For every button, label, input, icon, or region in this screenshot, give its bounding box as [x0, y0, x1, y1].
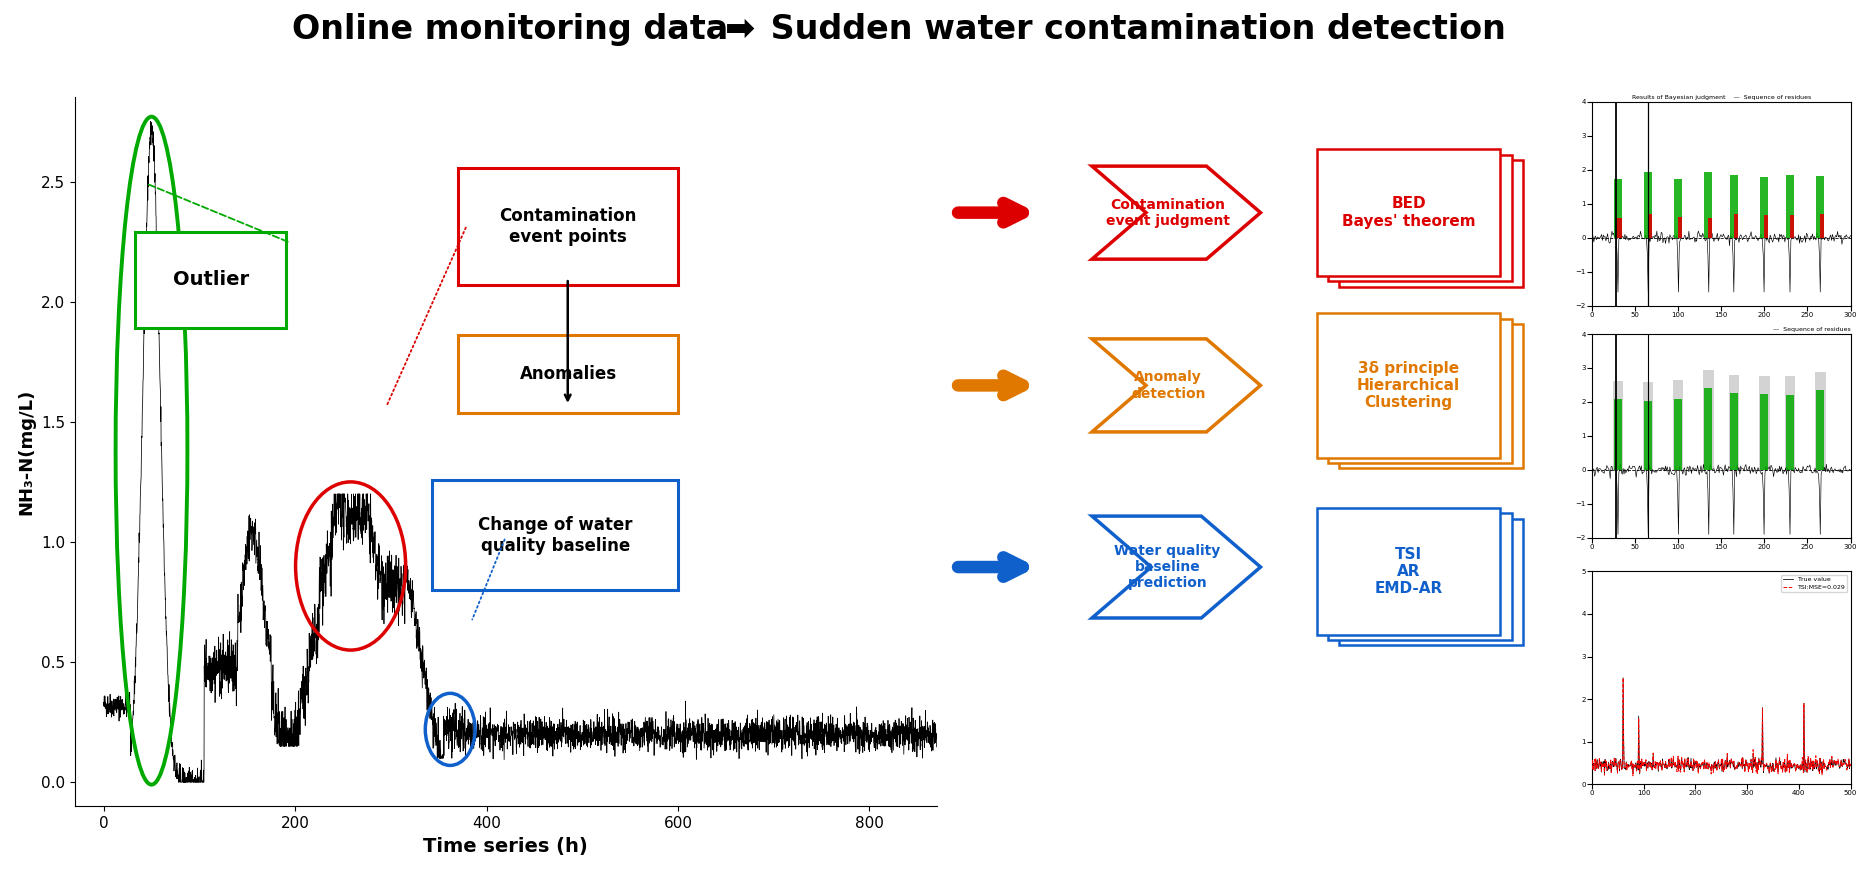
TSI:MSE=0.029 — [1706, 759, 1729, 770]
Bar — [1703, 369, 1714, 470]
Bar — [1648, 214, 1652, 237]
Bar — [1731, 175, 1738, 237]
Text: Outlier: Outlier — [172, 270, 249, 290]
Line: True value: True value — [1592, 678, 1851, 775]
Bar — [1615, 179, 1622, 237]
Bar — [1759, 376, 1770, 470]
Text: —  Sequence of residues: — Sequence of residues — [1772, 327, 1851, 332]
Bar — [1734, 214, 1738, 237]
FancyBboxPatch shape — [433, 480, 678, 590]
Bar — [1785, 376, 1796, 470]
Bar — [1674, 399, 1682, 470]
Bar — [1761, 394, 1768, 470]
True value — [1706, 759, 1729, 770]
Polygon shape — [1092, 516, 1261, 618]
FancyBboxPatch shape — [1339, 519, 1523, 645]
FancyBboxPatch shape — [1328, 319, 1512, 463]
Bar — [1731, 393, 1738, 470]
TSI:MSE=0.029 — [1736, 758, 1759, 768]
Text: 3δ principle
Hierarchical
Clustering: 3δ principle Hierarchical Clustering — [1356, 361, 1461, 410]
Bar — [1704, 388, 1712, 470]
Bar — [1613, 381, 1624, 470]
FancyBboxPatch shape — [1328, 514, 1512, 640]
Text: Contamination
event points: Contamination event points — [500, 207, 637, 246]
Bar — [1644, 172, 1652, 237]
Bar — [1817, 391, 1824, 470]
Bar — [1644, 400, 1652, 470]
Bar — [1764, 215, 1768, 237]
True value — [1834, 758, 1856, 768]
Polygon shape — [1092, 339, 1261, 432]
Y-axis label: NH₃-N(mg/L): NH₃-N(mg/L) — [17, 389, 36, 515]
TSI:MSE=0.029 — [1581, 764, 1603, 774]
Bar — [1815, 371, 1826, 470]
Bar — [1821, 214, 1824, 237]
FancyBboxPatch shape — [1317, 149, 1500, 276]
Bar — [1673, 380, 1684, 470]
Text: Sudden water contamination detection: Sudden water contamination detection — [759, 13, 1506, 46]
TSI:MSE=0.029 — [1839, 761, 1862, 772]
TSI:MSE=0.029 — [1721, 757, 1744, 767]
FancyBboxPatch shape — [1339, 160, 1523, 287]
Bar — [1618, 218, 1622, 237]
FancyBboxPatch shape — [1339, 324, 1523, 469]
Bar — [1704, 172, 1712, 237]
Bar — [1791, 215, 1794, 237]
Bar — [1761, 177, 1768, 237]
Bar — [1615, 400, 1622, 470]
Text: Contamination
event judgment: Contamination event judgment — [1107, 198, 1231, 228]
Text: Change of water
quality baseline: Change of water quality baseline — [478, 516, 633, 555]
Text: ➡: ➡ — [725, 13, 755, 47]
TSI:MSE=0.029 — [1834, 754, 1856, 765]
True value — [1613, 672, 1635, 683]
True value — [1721, 758, 1744, 769]
Polygon shape — [1092, 167, 1261, 259]
Text: BED
Bayes' theorem: BED Bayes' theorem — [1341, 197, 1476, 229]
True value — [1794, 766, 1817, 777]
FancyBboxPatch shape — [459, 168, 678, 285]
Text: Water quality
baseline
prediction: Water quality baseline prediction — [1114, 544, 1221, 590]
Legend: True value, TSI:MSE=0.029: True value, TSI:MSE=0.029 — [1781, 575, 1847, 592]
Text: Online monitoring data: Online monitoring data — [292, 13, 740, 46]
Bar — [1787, 394, 1794, 470]
X-axis label: Time series (h): Time series (h) — [423, 836, 588, 856]
TSI:MSE=0.029 — [1622, 771, 1644, 781]
Text: TSI
AR
EMD-AR: TSI AR EMD-AR — [1375, 547, 1442, 596]
FancyBboxPatch shape — [1328, 154, 1512, 282]
FancyBboxPatch shape — [1317, 509, 1500, 634]
Title: Results of Bayesian judgment    —  Sequence of residues: Results of Bayesian judgment — Sequence … — [1631, 95, 1811, 100]
Line: TSI:MSE=0.029: TSI:MSE=0.029 — [1592, 678, 1851, 776]
Bar — [1787, 175, 1794, 237]
True value — [1594, 770, 1616, 781]
Bar — [1817, 175, 1824, 237]
Bar — [1674, 179, 1682, 237]
Text: Anomalies: Anomalies — [519, 365, 616, 383]
FancyBboxPatch shape — [1317, 314, 1500, 458]
Bar — [1729, 375, 1740, 470]
True value — [1704, 763, 1727, 773]
FancyBboxPatch shape — [135, 232, 287, 328]
TSI:MSE=0.029 — [1704, 762, 1727, 773]
FancyBboxPatch shape — [459, 335, 678, 413]
True value — [1839, 760, 1862, 771]
Bar — [1678, 217, 1682, 237]
Text: Anomaly
detection: Anomaly detection — [1131, 370, 1206, 400]
True value — [1736, 757, 1759, 767]
TSI:MSE=0.029 — [1794, 765, 1817, 775]
True value — [1581, 764, 1603, 774]
Bar — [1708, 218, 1712, 237]
Bar — [1643, 382, 1654, 470]
TSI:MSE=0.029 — [1613, 672, 1635, 683]
